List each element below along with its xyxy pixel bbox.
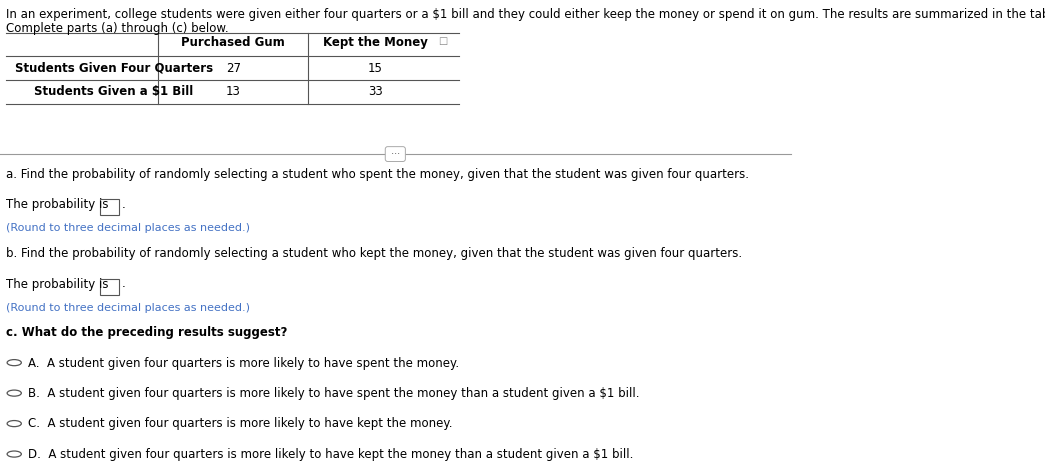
Text: In an experiment, college students were given either four quarters or a $1 bill : In an experiment, college students were …: [6, 8, 1045, 22]
Text: c. What do the preceding results suggest?: c. What do the preceding results suggest…: [6, 326, 287, 339]
Text: Purchased Gum: Purchased Gum: [182, 36, 285, 49]
FancyBboxPatch shape: [100, 278, 119, 294]
Text: b. Find the probability of randomly selecting a student who kept the money, give: b. Find the probability of randomly sele…: [6, 247, 742, 260]
Text: 27: 27: [226, 62, 240, 74]
Text: The probability is: The probability is: [6, 198, 109, 211]
Text: (Round to three decimal places as needed.): (Round to three decimal places as needed…: [6, 224, 251, 234]
Text: Kept the Money: Kept the Money: [323, 36, 428, 49]
Text: Students Given Four Quarters: Students Given Four Quarters: [15, 62, 213, 74]
Text: B.  A student given four quarters is more likely to have spent the money than a : B. A student given four quarters is more…: [27, 387, 640, 400]
Text: 13: 13: [226, 85, 240, 98]
Text: 33: 33: [368, 85, 382, 98]
Text: C.  A student given four quarters is more likely to have kept the money.: C. A student given four quarters is more…: [27, 417, 452, 431]
Text: A.  A student given four quarters is more likely to have spent the money.: A. A student given four quarters is more…: [27, 357, 459, 370]
Text: Students Given a $1 Bill: Students Given a $1 Bill: [34, 85, 193, 98]
Text: ···: ···: [388, 149, 403, 159]
Text: Complete parts (a) through (c) below.: Complete parts (a) through (c) below.: [6, 22, 229, 35]
Text: The probability is: The probability is: [6, 278, 109, 291]
Text: .: .: [122, 278, 125, 290]
Text: a. Find the probability of randomly selecting a student who spent the money, giv: a. Find the probability of randomly sele…: [6, 168, 749, 181]
Text: D.  A student given four quarters is more likely to have kept the money than a s: D. A student given four quarters is more…: [27, 448, 633, 461]
Text: .: .: [122, 198, 125, 211]
FancyBboxPatch shape: [100, 199, 119, 215]
Text: □: □: [438, 36, 447, 46]
Text: 15: 15: [368, 62, 384, 74]
Text: (Round to three decimal places as needed.): (Round to three decimal places as needed…: [6, 303, 251, 313]
